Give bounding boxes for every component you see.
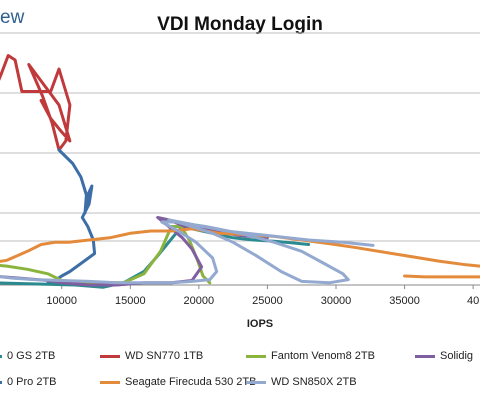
legend-label: Fantom Venom8 2TB <box>271 350 375 362</box>
x-tick-label-2: 20000 <box>184 295 215 307</box>
legend-item-5: Seagate Firecuda 530 2TB <box>100 376 256 388</box>
legend-label: Seagate Firecuda 530 2TB <box>125 376 257 388</box>
legend-item-6: WD SN850X 2TB <box>246 376 357 388</box>
x-axis-label: IOPS <box>246 318 274 330</box>
x-tick-label-6: 40 <box>467 295 479 307</box>
legend-item-2: Fantom Venom8 2TB <box>246 350 375 362</box>
x-tick-label-1: 15000 <box>115 295 146 307</box>
x-tick-label-4: 30000 <box>321 295 352 307</box>
series-line-1 <box>46 148 97 285</box>
legend-swatch <box>0 354 2 358</box>
series-lines <box>0 54 480 289</box>
legend-item-1: WD SN770 1TB <box>100 350 203 362</box>
series-line-7 <box>0 218 375 285</box>
series-line-6 <box>403 274 480 279</box>
x-tick-label-3: 25000 <box>252 295 283 307</box>
brand-logo-text: ew <box>0 7 25 28</box>
legend-swatch <box>100 354 120 358</box>
series-line-0 <box>0 54 72 152</box>
legend-label: 0 GS 2TB <box>7 350 56 362</box>
series-line-4 <box>0 216 269 287</box>
legend-swatch <box>246 354 266 358</box>
x-tick-label-5: 35000 <box>389 295 420 307</box>
legend-label: WD SN770 1TB <box>125 350 204 362</box>
legend-swatch <box>0 380 2 384</box>
x-tick-labels: 10000 15000 20000 25000 30000 35000 40 <box>46 295 479 307</box>
legend-swatch <box>246 380 266 384</box>
legend-label: 0 Pro 2TB <box>7 376 57 388</box>
legend-item-0: 0 GS 2TB <box>0 350 55 362</box>
legend-label: Solidig <box>440 350 474 362</box>
legend-swatch <box>100 380 120 384</box>
legend-swatch <box>415 354 435 358</box>
chart-title: VDI Monday Login <box>157 14 323 35</box>
legend-item-4: 0 Pro 2TB <box>0 376 57 388</box>
legend-item-3: Solidig <box>415 350 473 362</box>
gridlines <box>0 32 480 242</box>
x-tick-label-0: 10000 <box>46 295 77 307</box>
legend-label: WD SN850X 2TB <box>271 376 357 388</box>
